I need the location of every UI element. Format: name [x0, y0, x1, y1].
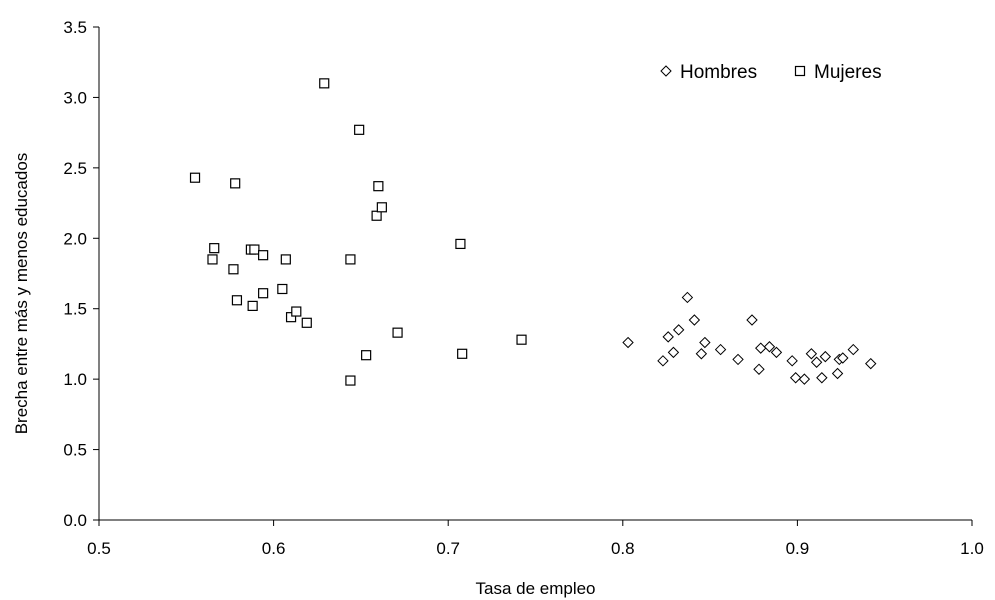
legend-marker-hombres [660, 65, 672, 77]
y-axis-title: Brecha entre más y menos educados [12, 153, 31, 435]
x-tick-label: 0.9 [786, 539, 810, 558]
hombres-point [662, 331, 674, 343]
hombres-point [816, 372, 828, 384]
mujeres-point [345, 254, 356, 265]
legend-label-mujeres: Mujeres [814, 62, 882, 83]
hombres-point [847, 343, 859, 356]
mujeres-point [455, 238, 466, 250]
hombres-point [810, 356, 823, 368]
mujeres-point [258, 250, 269, 261]
mujeres-point [371, 210, 382, 221]
hombres-point [786, 355, 798, 367]
mujeres-point [189, 172, 201, 183]
mujeres-point [516, 334, 527, 345]
hombres-point [746, 314, 758, 326]
legend-marker-mujeres [794, 65, 806, 77]
hombres-point [672, 324, 685, 336]
mujeres-point [280, 254, 291, 265]
hombres-point [699, 336, 711, 349]
mujeres-point [361, 350, 372, 361]
x-tick-label: 1.0 [960, 539, 984, 558]
x-tick-label: 0.5 [87, 539, 111, 558]
x-axis-ticks: 0.5 0.6 0.7 0.8 0.9 1.0 [87, 520, 984, 558]
axes [98, 27, 972, 521]
hombres-point [753, 363, 765, 375]
x-tick-label: 0.6 [262, 539, 286, 558]
hombres-point [732, 353, 744, 366]
mujeres-point [230, 178, 241, 189]
hombres-point [798, 373, 811, 385]
hombres-point [657, 355, 669, 367]
y-tick-label: 0.0 [63, 511, 87, 530]
y-tick-label: 2.5 [63, 159, 87, 178]
mujeres-point [228, 264, 239, 275]
legend-label-hombres: Hombres [680, 62, 757, 83]
y-tick-label: 2.0 [63, 229, 87, 248]
hombres-point [622, 336, 634, 349]
mujeres-point [231, 295, 243, 306]
hombres-point [763, 341, 776, 353]
mujeres-point [258, 288, 269, 299]
y-tick-label: 1.5 [63, 300, 87, 319]
hombres-point [667, 346, 680, 359]
mujeres-point [354, 124, 365, 135]
mujeres-point [345, 375, 356, 386]
mujeres-point [392, 327, 403, 338]
y-tick-label: 3.0 [63, 88, 87, 107]
x-axis-title: Tasa de empleo [475, 579, 595, 598]
hombres-point [681, 291, 694, 304]
x-tick-label: 0.8 [611, 539, 635, 558]
mujeres-point [207, 254, 218, 265]
mujeres-point [249, 244, 260, 255]
hombres-point [865, 357, 877, 370]
y-tick-label: 1.0 [63, 370, 87, 389]
hombres-point [714, 343, 727, 356]
y-tick-label: 3.5 [63, 18, 87, 37]
hombres-point [695, 348, 708, 360]
hombres-point [837, 352, 849, 364]
mujeres-point [319, 78, 330, 89]
data-points [189, 78, 877, 386]
hombres-point [805, 348, 818, 360]
mujeres-point [209, 243, 220, 254]
x-tick-label: 0.7 [436, 539, 460, 558]
mujeres-point [291, 306, 302, 317]
mujeres-point [247, 300, 258, 311]
mujeres-point [277, 283, 288, 295]
y-axis-ticks: 0.0 0.5 1.0 1.5 2.0 2.5 3.0 3.5 [63, 18, 99, 530]
legend: Hombres Mujeres [660, 62, 882, 83]
mujeres-point [285, 312, 297, 323]
hombres-point [755, 342, 767, 354]
hombres-point [770, 346, 783, 359]
mujeres-point [301, 317, 312, 328]
hombres-point [789, 372, 802, 384]
mujeres-point [457, 348, 468, 359]
y-tick-label: 0.5 [63, 441, 87, 460]
mujeres-point [376, 202, 387, 213]
hombres-point [819, 350, 832, 363]
hombres-point [831, 367, 844, 380]
mujeres-point [373, 181, 384, 192]
hombres-point [688, 314, 701, 326]
